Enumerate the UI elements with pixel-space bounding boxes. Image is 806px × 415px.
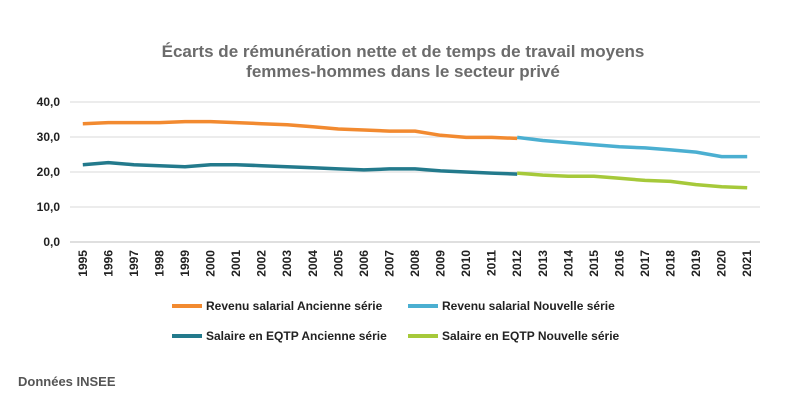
y-tick-label: 40,0	[37, 95, 61, 109]
legend-item-3: Salaire en EQTP Ancienne série	[172, 329, 387, 343]
series-line-2	[516, 135, 748, 159]
x-tick-label: 2012	[510, 250, 524, 277]
series-line-1	[82, 119, 518, 141]
x-tick-label: 2020	[715, 250, 729, 277]
x-tick-label: 1999	[178, 250, 192, 277]
x-tick-label: 2016	[612, 250, 626, 277]
y-tick-label: 10,0	[37, 200, 61, 214]
x-tick-label: 2002	[255, 250, 269, 277]
x-tick-label: 1995	[76, 250, 90, 277]
x-tick-label: 2008	[408, 250, 422, 277]
x-tick-label: 2004	[306, 250, 320, 277]
chart-title-line-1: Écarts de rémunération nette et de temps…	[162, 42, 645, 61]
x-tick-label: 2013	[536, 250, 550, 277]
x-tick-label: 2005	[331, 250, 345, 277]
legend-label: Revenu salarial Ancienne série	[206, 299, 383, 313]
legend-item-2: Revenu salarial Nouvelle série	[408, 299, 615, 313]
x-tick-label: 2011	[485, 250, 499, 276]
y-tick-label: 20,0	[37, 165, 61, 179]
x-tick-label: 2009	[434, 250, 448, 277]
x-tick-label: 2018	[664, 250, 678, 277]
x-tick-label: 2003	[280, 250, 294, 277]
chart-title-line-2: femmes-hommes dans le secteur privé	[246, 62, 560, 81]
legend-label: Salaire en EQTP Ancienne série	[206, 329, 387, 343]
x-tick-label: 2000	[204, 250, 218, 277]
x-tick-label: 2010	[459, 250, 473, 277]
series-lines	[82, 119, 748, 190]
x-tick-label: 2015	[587, 250, 601, 277]
chart-title: Écarts de rémunération nette et de temps…	[162, 42, 645, 81]
x-tick-label: 2017	[638, 250, 652, 277]
legend-item-4: Salaire en EQTP Nouvelle série	[408, 329, 620, 343]
y-axis-ticks: 0,0 10,0 20,0 30,0 40,0	[37, 95, 61, 249]
x-tick-label: 1997	[127, 250, 141, 277]
x-tick-label: 2019	[689, 250, 703, 277]
legend-label: Revenu salarial Nouvelle série	[442, 299, 615, 313]
grid-lines	[70, 101, 760, 243]
y-tick-label: 30,0	[37, 130, 61, 144]
x-tick-label: 2007	[382, 250, 396, 277]
x-tick-label: 2006	[357, 250, 371, 277]
legend-item-1: Revenu salarial Ancienne série	[172, 299, 383, 313]
legend: Revenu salarial Ancienne série Revenu sal…	[172, 299, 620, 343]
x-tick-label: 1998	[152, 250, 166, 277]
x-tick-label: 1996	[101, 250, 115, 277]
series-line-4	[517, 171, 748, 190]
source-note: Données INSEE	[18, 374, 116, 389]
x-tick-label: 2021	[740, 250, 754, 277]
legend-label: Salaire en EQTP Nouvelle série	[442, 329, 620, 343]
series-line-3	[82, 160, 518, 176]
x-axis-ticks: 1995 1996 1997 1998 1999 2000 2001 2002 2003 2004…	[76, 250, 754, 277]
y-tick-label: 0,0	[43, 235, 60, 249]
x-tick-label: 2001	[229, 250, 243, 277]
x-tick-label: 2014	[561, 250, 575, 277]
